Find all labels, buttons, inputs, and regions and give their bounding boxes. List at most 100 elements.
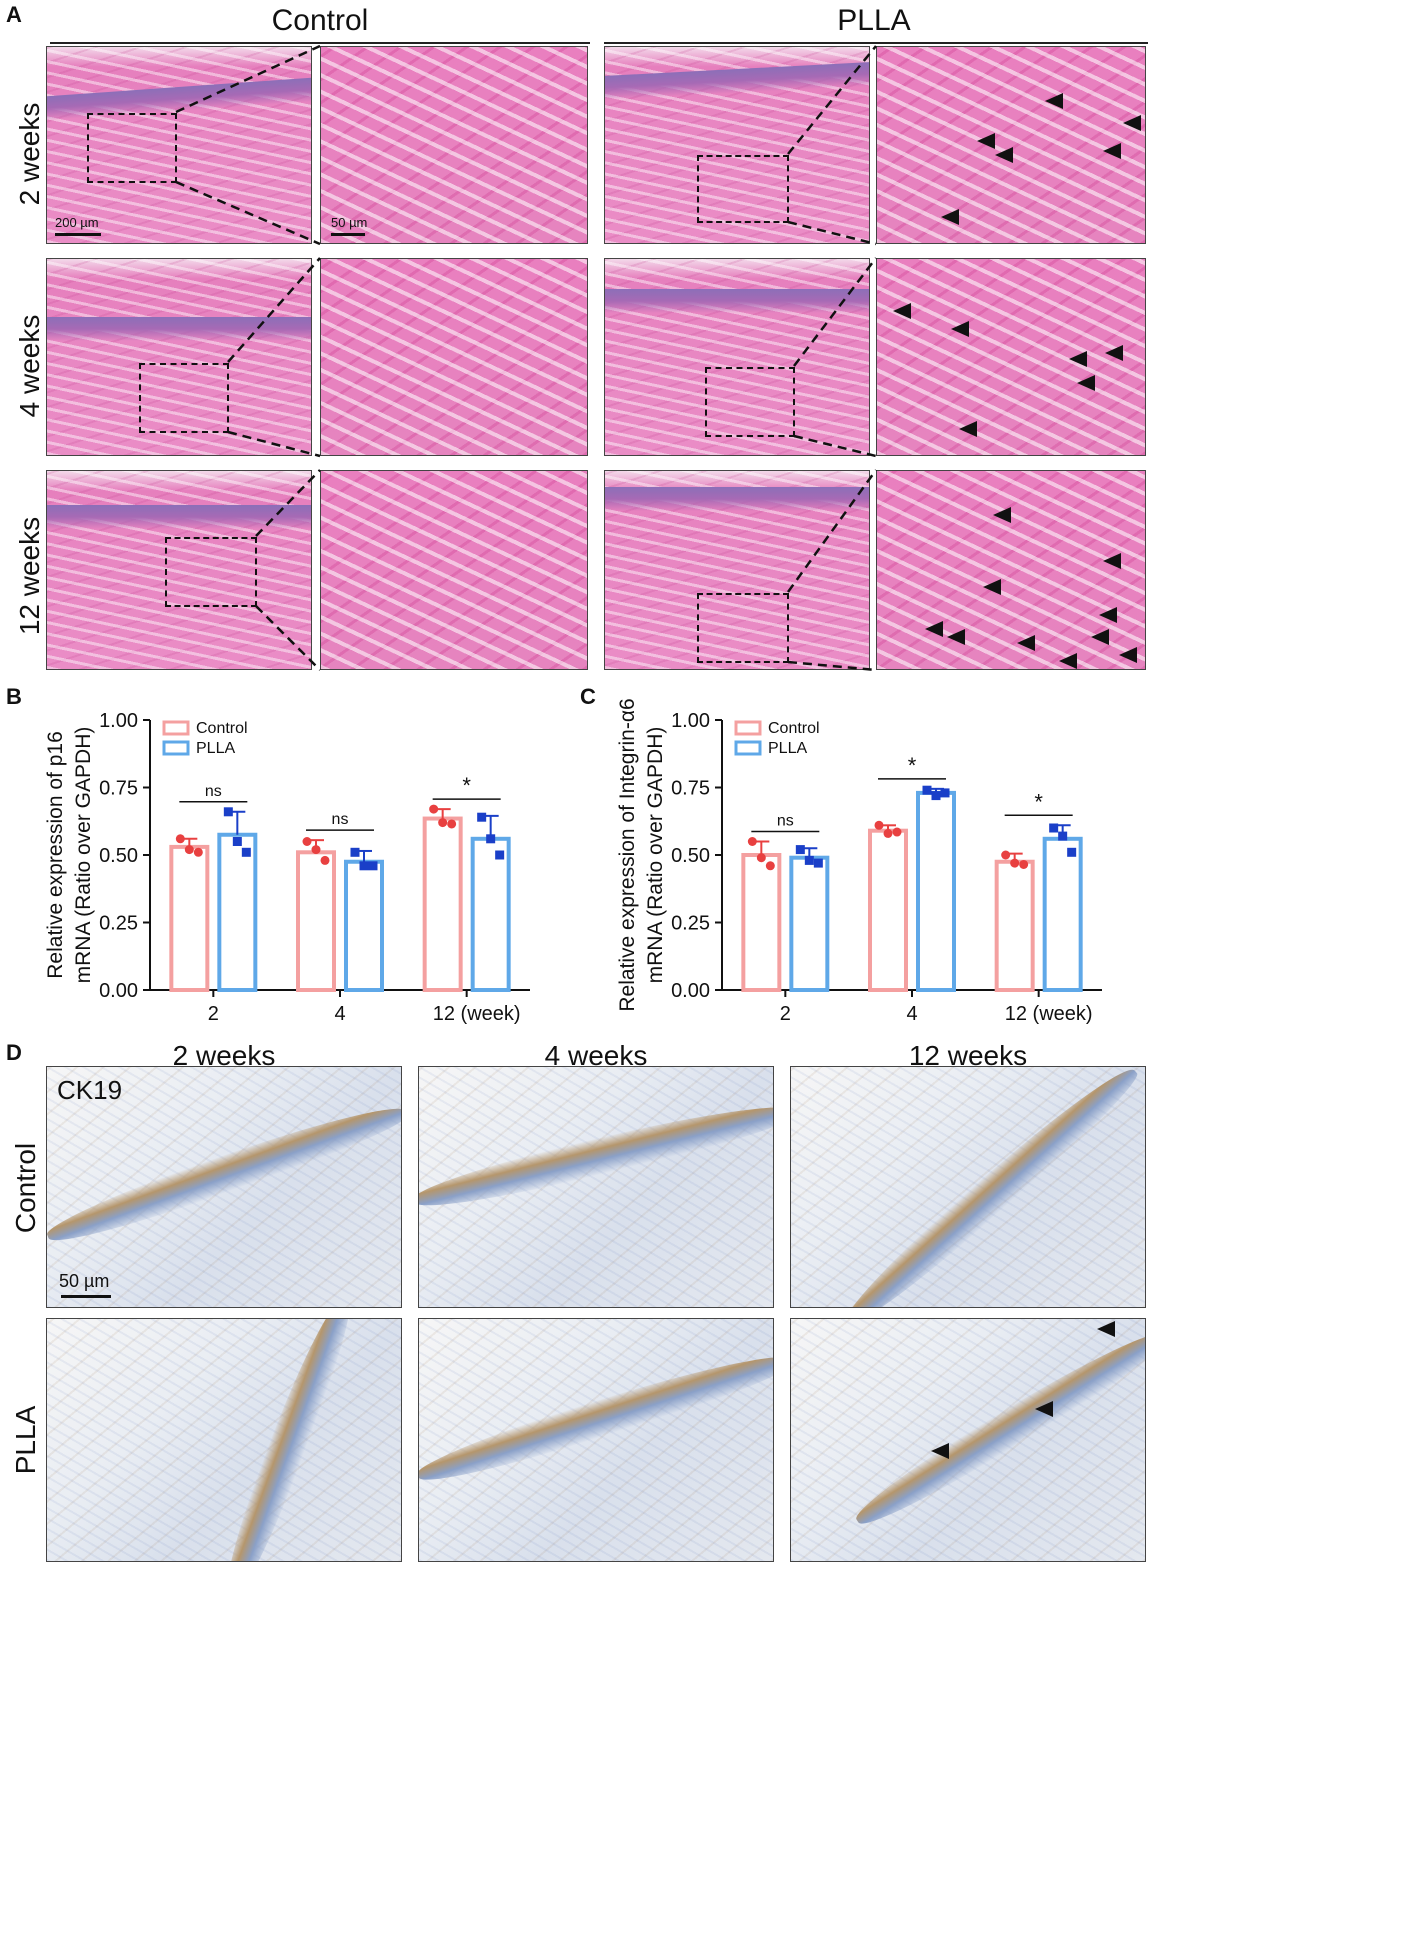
ihc-control-2w: CK19 50 µm xyxy=(46,1066,402,1308)
zoom-box xyxy=(697,155,789,223)
data-point xyxy=(931,791,941,801)
ihc-plla-2w xyxy=(46,1318,402,1562)
col-title-2-weeks: 2 weeks xyxy=(172,1040,276,1071)
col-title-4-weeks: 4 weeks xyxy=(544,1040,648,1071)
bar-plla xyxy=(217,832,258,992)
zoom-box xyxy=(697,593,789,663)
connector-line xyxy=(786,469,878,593)
data-point xyxy=(1010,858,1020,868)
significance-label: ns xyxy=(332,811,349,828)
epidermis xyxy=(47,317,311,341)
legend-swatch xyxy=(734,740,762,756)
he-plla-12w-overview xyxy=(604,470,870,670)
arrow-marker xyxy=(1119,647,1137,663)
he-control-4w-overview xyxy=(46,258,312,456)
y-axis-label-line: Relative expression of Integrin-α6 xyxy=(616,698,639,1011)
zoom-box xyxy=(87,113,177,183)
significance-label: ns xyxy=(777,813,794,830)
legend-label: PLLA xyxy=(768,740,807,757)
data-point xyxy=(311,845,321,855)
he-plla-2w-overview xyxy=(604,46,870,244)
arrow-marker xyxy=(1069,351,1087,367)
arrow-marker xyxy=(1123,115,1141,131)
data-point xyxy=(804,855,814,865)
connector-line xyxy=(175,44,321,114)
data-point xyxy=(447,819,457,829)
legend-label: Control xyxy=(196,720,248,737)
he-control-12w-overview xyxy=(46,470,312,670)
arrow-marker xyxy=(925,621,943,637)
data-point xyxy=(359,861,369,871)
stain-label: CK19 xyxy=(57,1075,123,1105)
connector-line xyxy=(227,430,321,458)
scale-bar xyxy=(331,233,365,236)
significance-label: * xyxy=(908,753,917,778)
arrow-marker xyxy=(931,1443,949,1459)
arrow-marker xyxy=(1077,375,1095,391)
y-axis-label-line: Relative expression of p16 xyxy=(44,731,67,978)
data-point xyxy=(477,812,487,822)
data-point xyxy=(1001,850,1011,860)
scale-bar xyxy=(61,1295,111,1298)
data-point xyxy=(175,834,185,844)
he-plla-4w-overview xyxy=(604,258,870,456)
epidermis xyxy=(848,1319,1145,1538)
group-rule-control xyxy=(50,42,590,44)
x-tick-label: 2 xyxy=(208,1003,219,1025)
he-plla-4w-zoom xyxy=(876,258,1146,456)
epidermis xyxy=(605,487,869,511)
arrow-marker xyxy=(1091,629,1109,645)
y-tick-label: 0.25 xyxy=(99,913,138,935)
arrow-marker xyxy=(1105,345,1123,361)
arrow-marker xyxy=(941,209,959,225)
connector-line xyxy=(787,660,877,672)
legend-swatch xyxy=(162,740,190,756)
y-tick-label: 0.75 xyxy=(671,778,710,800)
arrow-marker xyxy=(983,579,1001,595)
epidermis xyxy=(837,1067,1145,1307)
significance-label: ns xyxy=(205,783,222,800)
connector-line xyxy=(255,605,321,671)
y-tick-label: 0.00 xyxy=(99,980,138,1002)
data-point xyxy=(1049,823,1059,833)
x-tick-label: 12 (week) xyxy=(1005,1003,1093,1025)
zoom-box xyxy=(705,367,795,437)
data-point xyxy=(1019,859,1029,869)
scale-bar-label: 50 µm xyxy=(59,1271,110,1291)
panel-a-letter: A xyxy=(6,2,22,27)
x-tick-label: 4 xyxy=(334,1003,345,1025)
data-point xyxy=(1067,847,1077,857)
scale-bar xyxy=(55,233,101,236)
arrow-marker xyxy=(1097,1321,1115,1337)
row-label-plla: PLLA xyxy=(10,1405,41,1475)
group-title-control: Control xyxy=(271,4,369,37)
ihc-plla-12w xyxy=(790,1318,1146,1562)
data-point xyxy=(486,834,496,844)
legend-label: Control xyxy=(768,720,820,737)
x-tick-label: 2 xyxy=(780,1003,791,1025)
significance-label: * xyxy=(1034,789,1043,814)
data-point xyxy=(795,845,805,855)
arrow-marker xyxy=(1059,653,1077,669)
data-point xyxy=(756,853,766,863)
legend-label: PLLA xyxy=(196,740,235,757)
he-control-2w-zoom: 50 µm xyxy=(320,46,588,244)
arrow-marker xyxy=(1017,635,1035,651)
panel-c-letter: C xyxy=(580,684,596,709)
arrow-marker xyxy=(1045,93,1063,109)
x-tick-label: 12 (week) xyxy=(433,1003,521,1025)
y-tick-label: 0.25 xyxy=(671,913,710,935)
bar-plla xyxy=(1042,836,1083,992)
connector-line xyxy=(793,257,877,367)
data-point xyxy=(495,850,505,860)
data-point xyxy=(193,847,203,857)
arrow-marker xyxy=(993,507,1011,523)
connector-line xyxy=(787,220,877,246)
legend-swatch xyxy=(162,720,190,736)
ihc-plla-4w xyxy=(418,1318,774,1562)
y-tick-label: 0.50 xyxy=(671,845,710,867)
arrow-marker xyxy=(1103,553,1121,569)
y-tick-label: 1.00 xyxy=(99,710,138,732)
y-axis-label-line: mRNA (Ratio over GAPDH) xyxy=(72,727,95,984)
